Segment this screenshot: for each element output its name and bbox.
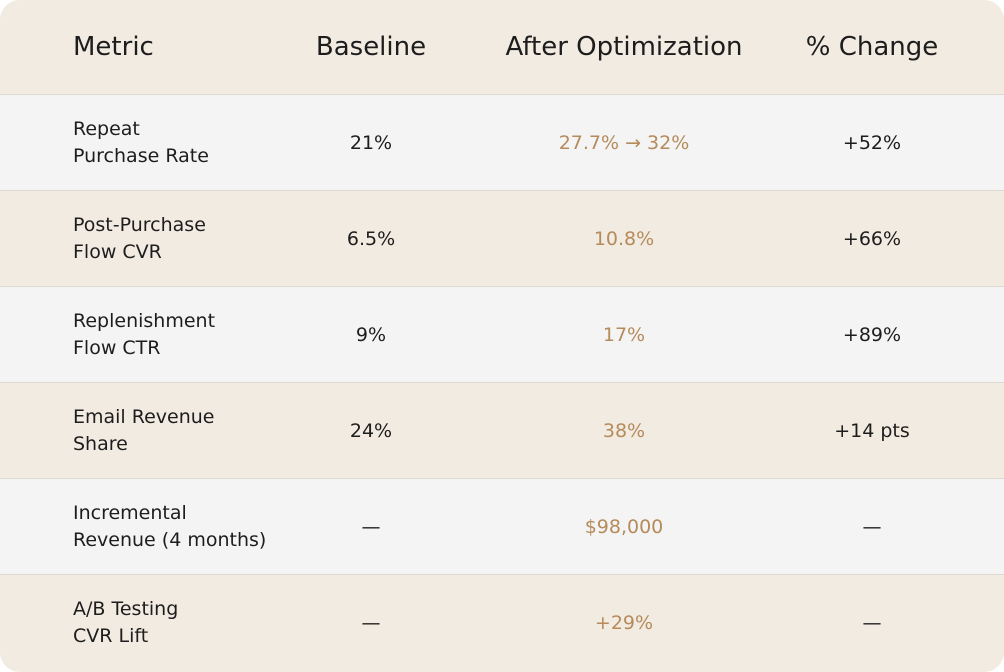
table-row: Replenishment Flow CTR 9% 17% +89% — [0, 287, 1004, 383]
metric-cell: Post-Purchase Flow CVR — [0, 212, 300, 266]
value-cell: 24% — [349, 419, 393, 442]
metric-line: Purchase Rate — [73, 144, 209, 167]
metric-line: Email Revenue — [73, 405, 215, 428]
table-row: Repeat Purchase Rate 21% 27.7% → 32% +52% — [0, 95, 1004, 191]
metric-line: CVR Lift — [73, 625, 149, 647]
header-row: Metric Baseline After Optimization % Change — [0, 0, 1004, 95]
header-cell: Metric — [73, 32, 154, 62]
header-cell: % Change — [805, 32, 939, 62]
value-cell: 6.5% — [346, 227, 396, 250]
metric-cell: Incremental Revenue (4 months) — [0, 500, 300, 554]
value-cell: — — [862, 612, 882, 634]
value-cell: 10.8% — [593, 227, 655, 250]
metric-line: Replenishment — [73, 309, 216, 332]
value-cell: 21% — [349, 131, 393, 154]
value-cell: +66% — [842, 227, 902, 250]
metric-line: Incremental — [73, 501, 187, 524]
metric-line: A/B Testing — [73, 598, 179, 620]
table-row: Incremental Revenue (4 months) — $98,000 — — [0, 479, 1004, 575]
value-cell: +29% — [594, 612, 654, 634]
metric-line: Share — [73, 432, 128, 455]
value-cell: +89% — [842, 323, 902, 346]
metric-cell: Email Revenue Share — [0, 404, 300, 458]
metric-line: Revenue (4 months) — [73, 528, 267, 551]
metric-cell: Repeat Purchase Rate — [0, 116, 300, 170]
value-cell: 38% — [602, 419, 646, 442]
metric-line: Flow CTR — [73, 336, 161, 359]
value-cell: — — [862, 515, 882, 538]
value-cell: +52% — [842, 131, 902, 154]
value-cell: 27.7% → 32% — [558, 131, 690, 154]
value-cell: +14 pts — [834, 419, 910, 442]
metric-line: Post-Purchase — [73, 213, 206, 236]
table-row: Post-Purchase Flow CVR 6.5% 10.8% +66% — [0, 191, 1004, 287]
header-cell: Baseline — [315, 32, 427, 62]
metric-line: Flow CVR — [73, 240, 162, 263]
metric-line: Repeat — [73, 117, 140, 140]
table-row: Email Revenue Share 24% 38% +14 pts — [0, 383, 1004, 479]
metric-cell: A/B Testing CVR Lift — [0, 596, 300, 650]
value-cell: 9% — [355, 323, 387, 346]
value-cell: $98,000 — [584, 515, 664, 538]
metric-cell: Replenishment Flow CTR — [0, 308, 300, 362]
value-cell: 17% — [602, 323, 646, 346]
value-cell: — — [361, 612, 381, 634]
value-cell: — — [361, 515, 381, 538]
table-row: A/B Testing CVR Lift — +29% — — [0, 575, 1004, 671]
header-cell: After Optimization — [505, 32, 743, 62]
